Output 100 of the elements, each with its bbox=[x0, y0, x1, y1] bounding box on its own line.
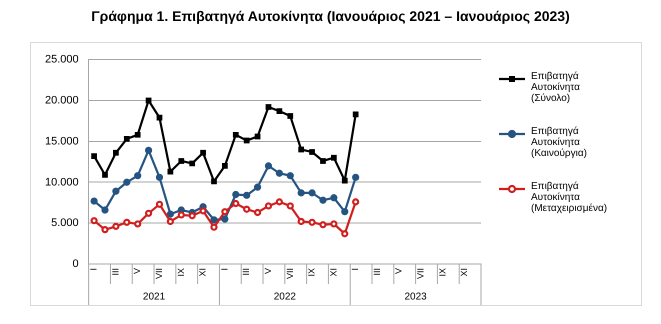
point bbox=[144, 146, 152, 154]
point bbox=[352, 112, 359, 118]
point bbox=[254, 208, 262, 216]
point bbox=[124, 136, 130, 142]
point bbox=[286, 202, 294, 210]
point bbox=[342, 178, 348, 184]
point bbox=[199, 207, 207, 214]
point bbox=[146, 98, 152, 104]
point bbox=[200, 150, 206, 156]
point bbox=[287, 113, 294, 119]
point bbox=[276, 198, 283, 206]
point bbox=[168, 168, 174, 174]
point bbox=[232, 132, 239, 138]
legend-label: Επιβατηγά Αυτοκίνητα (Καινούργια) bbox=[531, 126, 588, 159]
point bbox=[276, 108, 282, 114]
x-tick-label: V bbox=[262, 268, 273, 274]
point bbox=[112, 188, 120, 195]
x-tick-label: XI bbox=[198, 268, 208, 277]
point bbox=[188, 212, 196, 220]
point bbox=[156, 114, 162, 121]
text: 2022 bbox=[274, 292, 296, 303]
point bbox=[319, 221, 327, 228]
chart-title: Γράφημα 1. Επιβατηγά Αυτοκίνητα (Ιανουάριος 2021 – Ιανουάριος 2023) bbox=[90, 8, 571, 24]
y-tick-label: 5.000 bbox=[51, 217, 79, 230]
point bbox=[330, 194, 338, 202]
point bbox=[244, 138, 250, 144]
point bbox=[90, 197, 98, 205]
point bbox=[308, 189, 316, 196]
x-tick-label: III bbox=[372, 268, 382, 276]
x-tick-label: V bbox=[132, 268, 142, 274]
point bbox=[341, 230, 348, 238]
point bbox=[264, 202, 272, 210]
point bbox=[156, 174, 164, 181]
legend-label: Επιβατηγά Αυτοκίνητα (Σύνολο) bbox=[531, 71, 581, 104]
point bbox=[352, 174, 360, 181]
x-tick-label: I bbox=[350, 268, 360, 271]
point bbox=[330, 220, 338, 228]
point bbox=[264, 162, 272, 170]
point bbox=[232, 190, 240, 198]
point bbox=[134, 172, 142, 180]
point bbox=[308, 218, 316, 226]
point bbox=[134, 220, 142, 228]
point bbox=[134, 132, 141, 138]
y-tick-label: 0 bbox=[72, 258, 79, 270]
point bbox=[352, 198, 360, 206]
point bbox=[286, 172, 294, 180]
point bbox=[309, 149, 315, 155]
point bbox=[166, 218, 174, 226]
point bbox=[210, 224, 218, 231]
point bbox=[156, 200, 164, 208]
point bbox=[266, 104, 272, 110]
point bbox=[112, 222, 120, 230]
point bbox=[113, 150, 119, 156]
point bbox=[101, 206, 109, 214]
y-tick-label: 10.000 bbox=[44, 176, 79, 188]
x-tick-label: XI bbox=[459, 268, 470, 277]
point bbox=[123, 178, 130, 186]
point bbox=[90, 217, 98, 224]
point bbox=[211, 178, 217, 184]
x-tick-label: III bbox=[110, 268, 120, 276]
y-tick-label: 25.000 bbox=[44, 54, 79, 66]
point bbox=[254, 134, 260, 140]
point bbox=[166, 210, 174, 218]
point bbox=[178, 211, 185, 219]
x-tick-label: I bbox=[88, 268, 99, 271]
point bbox=[298, 189, 305, 196]
point bbox=[144, 210, 152, 217]
point bbox=[298, 146, 304, 152]
point bbox=[221, 208, 228, 216]
point bbox=[101, 226, 109, 234]
point bbox=[102, 172, 108, 178]
x-tick-label: VII bbox=[154, 268, 164, 280]
point bbox=[341, 208, 348, 216]
x-tick-label: IX bbox=[437, 268, 448, 277]
point bbox=[222, 163, 228, 169]
point bbox=[243, 192, 250, 199]
x-tick-label: IX bbox=[176, 268, 186, 277]
point bbox=[210, 216, 218, 224]
point bbox=[243, 206, 250, 213]
y-tick-label: 15.000 bbox=[44, 135, 79, 148]
point bbox=[189, 160, 196, 166]
legend-label: Επιβατηγά Αυτοκίνητα (Μεταχειρισμένα) bbox=[531, 181, 608, 214]
point bbox=[91, 153, 97, 159]
point bbox=[232, 200, 240, 208]
point bbox=[331, 154, 337, 161]
y-tick-label: 20.000 bbox=[44, 94, 79, 107]
text: 2021 bbox=[142, 292, 166, 303]
text: 2023 bbox=[404, 292, 428, 303]
point bbox=[178, 158, 184, 164]
x-tick-label: VII bbox=[416, 268, 426, 280]
x-tick-label: XI bbox=[328, 268, 338, 277]
point bbox=[320, 158, 326, 164]
x-tick-label: VII bbox=[284, 268, 295, 280]
x-tick-label: V bbox=[394, 268, 404, 274]
x-tick-label: IX bbox=[306, 268, 317, 277]
point bbox=[298, 218, 305, 226]
point bbox=[254, 184, 262, 191]
x-tick-label: III bbox=[241, 268, 252, 276]
point bbox=[319, 196, 327, 204]
x-tick-label: I bbox=[219, 268, 230, 271]
